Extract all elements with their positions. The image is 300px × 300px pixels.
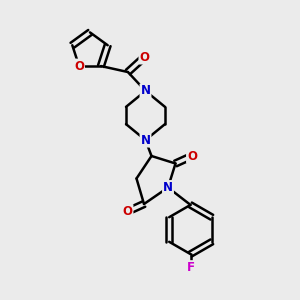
Text: O: O	[74, 59, 84, 73]
Text: F: F	[187, 261, 194, 274]
Text: O: O	[122, 205, 133, 218]
Text: O: O	[187, 149, 197, 163]
Text: N: N	[140, 84, 151, 98]
Text: N: N	[163, 181, 173, 194]
Text: O: O	[140, 50, 149, 64]
Text: N: N	[140, 134, 151, 147]
